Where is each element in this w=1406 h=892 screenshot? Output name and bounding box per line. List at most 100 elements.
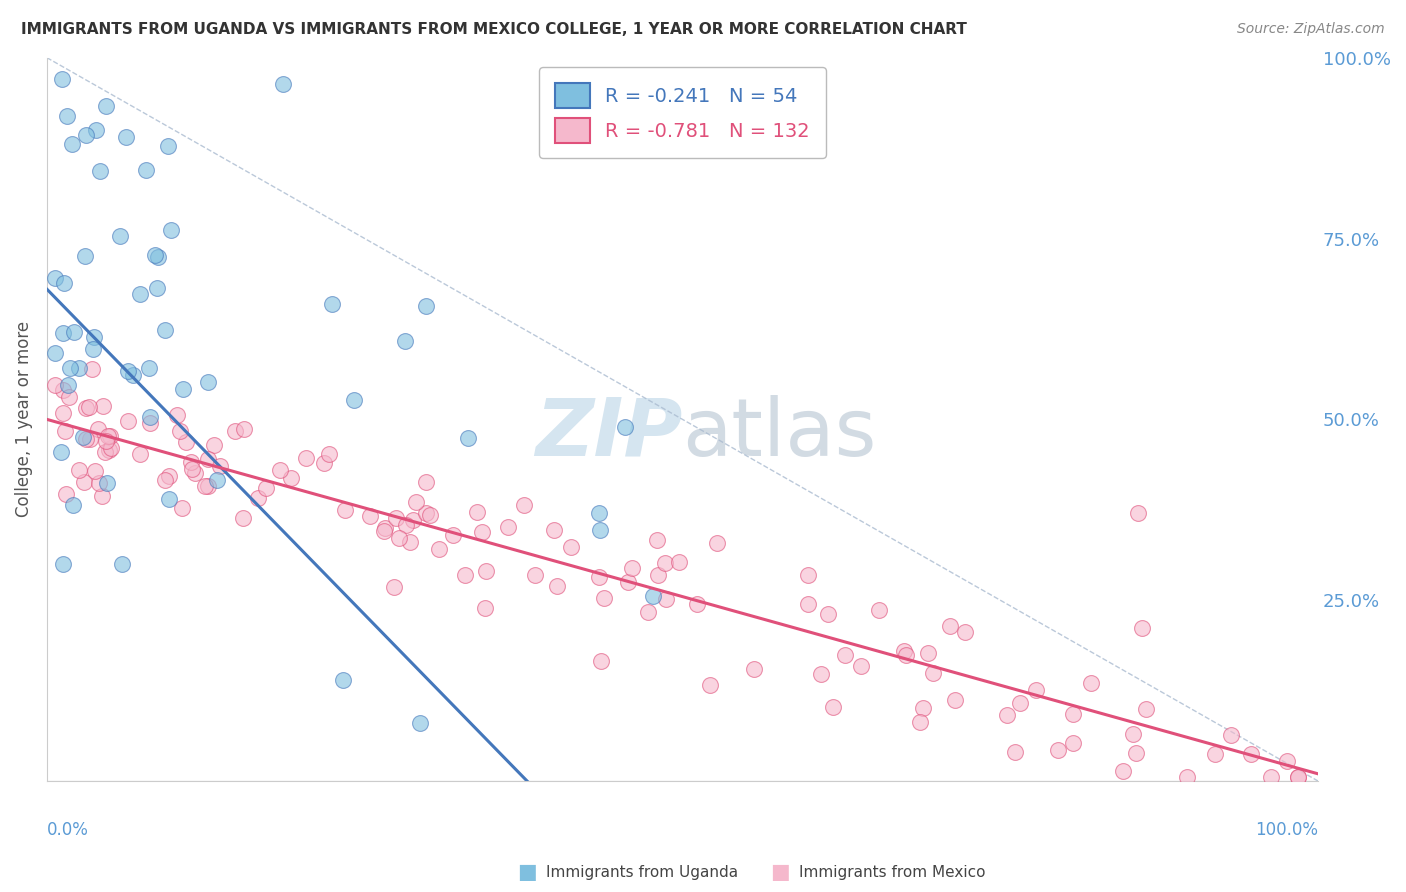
Point: [87, 475, 110, 490]
Point: [546, 579, 568, 593]
Point: [1275, 754, 1298, 768]
Point: [1240, 747, 1263, 761]
Point: [474, 600, 496, 615]
Point: [96, 476, 118, 491]
Point: [457, 431, 479, 445]
Point: [84, 122, 107, 136]
Point: [654, 591, 676, 606]
Point: [415, 299, 437, 313]
Point: [111, 557, 134, 571]
Point: [796, 597, 818, 611]
Point: [49, 444, 72, 458]
Point: [1004, 745, 1026, 759]
Point: [247, 491, 270, 506]
Point: [1125, 746, 1147, 760]
Point: [157, 492, 180, 507]
Point: [129, 287, 152, 301]
Point: [415, 506, 437, 520]
Point: [83, 464, 105, 478]
Point: [388, 531, 411, 545]
Point: [1219, 728, 1241, 742]
Point: [233, 422, 256, 436]
Point: [643, 589, 665, 603]
Point: [1286, 771, 1309, 785]
Point: [908, 714, 931, 729]
Point: [415, 475, 437, 490]
Point: [620, 561, 643, 575]
Point: [496, 520, 519, 534]
Point: [44, 378, 66, 392]
Legend: R = -0.241   N = 54, R = -0.781   N = 132: R = -0.241 N = 54, R = -0.781 N = 132: [540, 68, 825, 158]
Point: [232, 510, 254, 524]
Text: Immigrants from Mexico: Immigrants from Mexico: [799, 865, 986, 880]
Text: 0.0%: 0.0%: [46, 821, 89, 838]
Point: [53, 424, 76, 438]
Y-axis label: College, 1 year or more: College, 1 year or more: [15, 321, 32, 517]
Point: [409, 716, 432, 731]
Point: [77, 400, 100, 414]
Point: [454, 567, 477, 582]
Point: [868, 603, 890, 617]
Point: [108, 228, 131, 243]
Point: [1175, 770, 1198, 784]
Point: [273, 77, 295, 91]
Point: [617, 575, 640, 590]
Point: [72, 430, 94, 444]
Point: [893, 644, 915, 658]
Point: [83, 329, 105, 343]
Point: [374, 521, 396, 535]
Point: [58, 390, 80, 404]
Point: [953, 624, 976, 639]
Point: [588, 506, 610, 520]
Point: [180, 455, 202, 469]
Point: [1128, 507, 1150, 521]
Point: [51, 72, 73, 87]
Point: [52, 406, 75, 420]
Point: [1062, 706, 1084, 721]
Point: [73, 249, 96, 263]
Point: [75, 401, 97, 415]
Point: [197, 451, 219, 466]
Point: [44, 271, 66, 285]
Text: ZIP: ZIP: [536, 395, 682, 473]
Point: [44, 346, 66, 360]
Point: [441, 528, 464, 542]
Point: [637, 605, 659, 619]
Point: [172, 382, 194, 396]
Point: [742, 662, 765, 676]
Point: [139, 416, 162, 430]
Point: [114, 130, 136, 145]
Point: [402, 513, 425, 527]
Point: [523, 568, 546, 582]
Point: [373, 524, 395, 538]
Point: [98, 429, 121, 443]
Point: [911, 701, 934, 715]
Point: [94, 99, 117, 113]
Point: [1046, 743, 1069, 757]
Point: [810, 667, 832, 681]
Point: [80, 362, 103, 376]
Point: [135, 163, 157, 178]
Point: [1062, 736, 1084, 750]
Text: 100.0%: 100.0%: [1256, 821, 1319, 838]
Point: [52, 557, 75, 571]
Point: [385, 511, 408, 525]
Point: [513, 498, 536, 512]
Point: [821, 700, 844, 714]
Point: [471, 524, 494, 539]
Point: [939, 619, 962, 633]
Point: [75, 432, 97, 446]
Point: [55, 487, 77, 501]
Point: [922, 665, 945, 680]
Point: [834, 648, 856, 662]
Point: [117, 364, 139, 378]
Point: [591, 654, 613, 668]
Point: [280, 471, 302, 485]
Point: [849, 659, 872, 673]
Point: [153, 473, 176, 487]
Point: [1135, 702, 1157, 716]
Point: [160, 223, 183, 237]
Point: [94, 445, 117, 459]
Point: [146, 281, 169, 295]
Text: ■: ■: [517, 863, 537, 882]
